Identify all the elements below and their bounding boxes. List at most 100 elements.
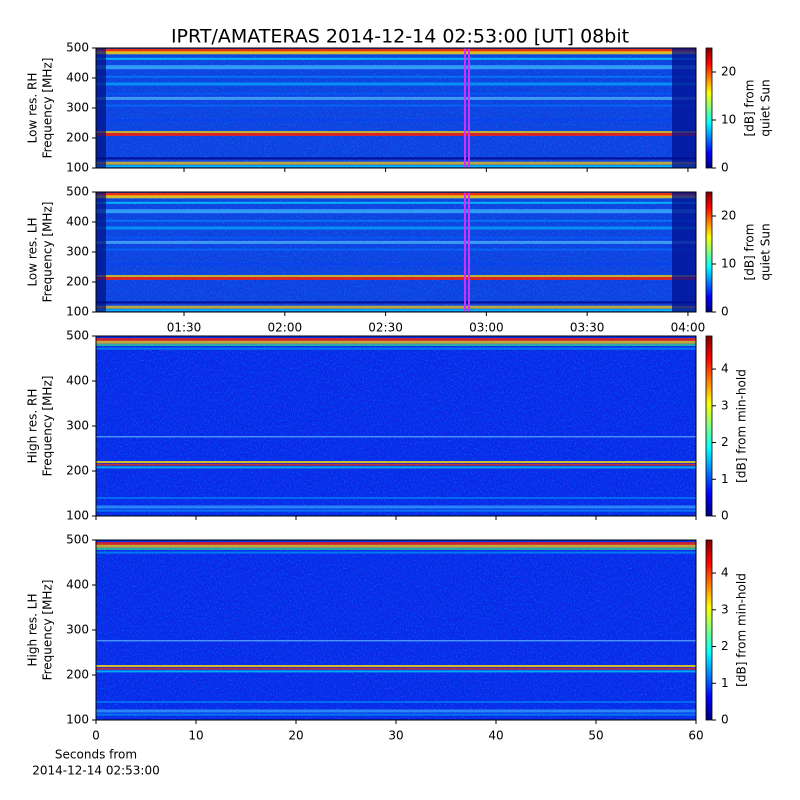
y-tick-label: 300	[66, 245, 89, 259]
colorbar-tick-label: 20	[721, 209, 736, 223]
colorbar-label: [dB] from	[743, 80, 757, 137]
spectrogram-band	[96, 344, 696, 346]
spectrogram-gap	[96, 48, 106, 168]
spectrogram-band	[96, 309, 696, 312]
spectrogram-band	[96, 192, 696, 196]
spectrogram-band	[96, 119, 696, 121]
y-tick-label: 200	[66, 464, 89, 478]
spectrogram-band	[96, 75, 696, 78]
colorbar-tick-label: 3	[721, 398, 729, 412]
spectrogram-band	[96, 436, 696, 438]
spectrogram-band	[96, 131, 696, 133]
x-tick-label: 40	[488, 729, 503, 743]
y-tick-label: 300	[66, 101, 89, 115]
colorbar-tick-label: 2	[721, 639, 729, 653]
spectrogram-band	[96, 542, 696, 546]
y-tick-label: 100	[66, 305, 89, 319]
spectrogram-band	[96, 209, 696, 214]
spectrogram-noise	[96, 336, 696, 516]
spectrogram-band	[96, 104, 696, 107]
colorbar	[705, 539, 713, 721]
spectrogram-band	[96, 219, 696, 222]
spectrogram-band	[96, 226, 696, 230]
colorbar-label: [dB] from	[743, 224, 757, 281]
y-tick-label: 500	[66, 185, 89, 199]
y-tick-label: 400	[66, 71, 89, 85]
spectrogram-band	[96, 463, 696, 466]
x-tick-label: 03:30	[570, 321, 605, 335]
spectrogram-band	[96, 509, 696, 512]
y-tick-label: 300	[66, 623, 89, 637]
figure-title: IPRT/AMATERAS 2014-12-14 02:53:00 [UT] 0…	[171, 26, 629, 48]
spectrogram-band	[96, 338, 696, 342]
x-axis-label: Seconds from	[55, 748, 137, 762]
spectrogram-band	[96, 275, 696, 277]
x-tick-label: 10	[188, 729, 203, 743]
y-axis-label: Frequency [MHz]	[41, 376, 55, 477]
spectrogram	[96, 192, 696, 312]
spectrogram-gap	[672, 48, 696, 168]
spectrogram-gap	[672, 192, 696, 312]
time-marker	[468, 192, 470, 312]
y-tick-label: 100	[66, 713, 89, 727]
x-tick-label: 03:00	[469, 321, 504, 335]
spectrogram-band	[96, 548, 696, 550]
spectrogram-band	[96, 544, 696, 548]
colorbar	[705, 335, 713, 517]
spectrogram-band	[96, 96, 696, 100]
spectrogram-band	[96, 709, 696, 713]
x-tick-label: 02:30	[368, 321, 403, 335]
colorbar-tick-label: 0	[721, 161, 729, 175]
y-axis-label: Frequency [MHz]	[41, 580, 55, 681]
y-tick-label: 200	[66, 668, 89, 682]
time-marker	[468, 48, 470, 168]
spectrogram-band	[96, 551, 696, 554]
spectrogram-band	[96, 132, 696, 136]
y-tick-label: 400	[66, 578, 89, 592]
x-tick-label: 04:00	[671, 321, 706, 335]
spectrogram	[96, 540, 696, 720]
spectrogram-band	[96, 263, 696, 265]
colorbar-label: [dB] from min-hold	[735, 573, 749, 687]
x-tick-label: 50	[588, 729, 603, 743]
spectrogram-band	[96, 51, 696, 55]
colorbar-label: quiet Sun	[759, 223, 773, 280]
spectrogram-band	[96, 505, 696, 509]
spectrogram-band	[96, 92, 696, 95]
y-axis-label: Low res. LH	[26, 217, 40, 286]
x-tick-label: 20	[288, 729, 303, 743]
spectrogram-band	[96, 48, 696, 52]
spectrogram	[96, 48, 696, 168]
y-axis-label: Frequency [MHz]	[41, 58, 55, 159]
colorbar	[705, 191, 713, 313]
colorbar-label: quiet Sun	[759, 79, 773, 136]
y-axis-label: High res. LH	[26, 593, 40, 666]
colorbar-tick-label: 1	[721, 472, 729, 486]
x-tick-label: 60	[688, 729, 703, 743]
spectrogram-band	[96, 665, 696, 667]
y-tick-label: 400	[66, 215, 89, 229]
colorbar	[705, 47, 713, 169]
y-axis-label: Frequency [MHz]	[41, 202, 55, 303]
spectrogram-band	[96, 82, 696, 86]
spectrogram-gap	[96, 192, 106, 312]
colorbar-tick-label: 20	[721, 65, 736, 79]
colorbar-tick-label: 2	[721, 435, 729, 449]
y-tick-label: 500	[66, 533, 89, 547]
spectrogram-band	[96, 57, 696, 60]
spectrogram-band	[96, 201, 696, 204]
time-marker	[464, 48, 466, 168]
colorbar-tick-label: 4	[721, 566, 729, 580]
y-tick-label: 200	[66, 131, 89, 145]
spectrogram-band	[96, 667, 696, 670]
spectrogram-band	[96, 301, 696, 304]
spectrogram-band	[96, 240, 696, 244]
colorbar-tick-label: 1	[721, 676, 729, 690]
x-tick-label: 0	[92, 729, 100, 743]
colorbar-tick-label: 4	[721, 362, 729, 376]
spectrogram-band	[96, 640, 696, 642]
spectrogram-band	[96, 276, 696, 280]
colorbar-tick-label: 0	[721, 713, 729, 727]
y-tick-label: 500	[66, 41, 89, 55]
y-tick-label: 200	[66, 275, 89, 289]
